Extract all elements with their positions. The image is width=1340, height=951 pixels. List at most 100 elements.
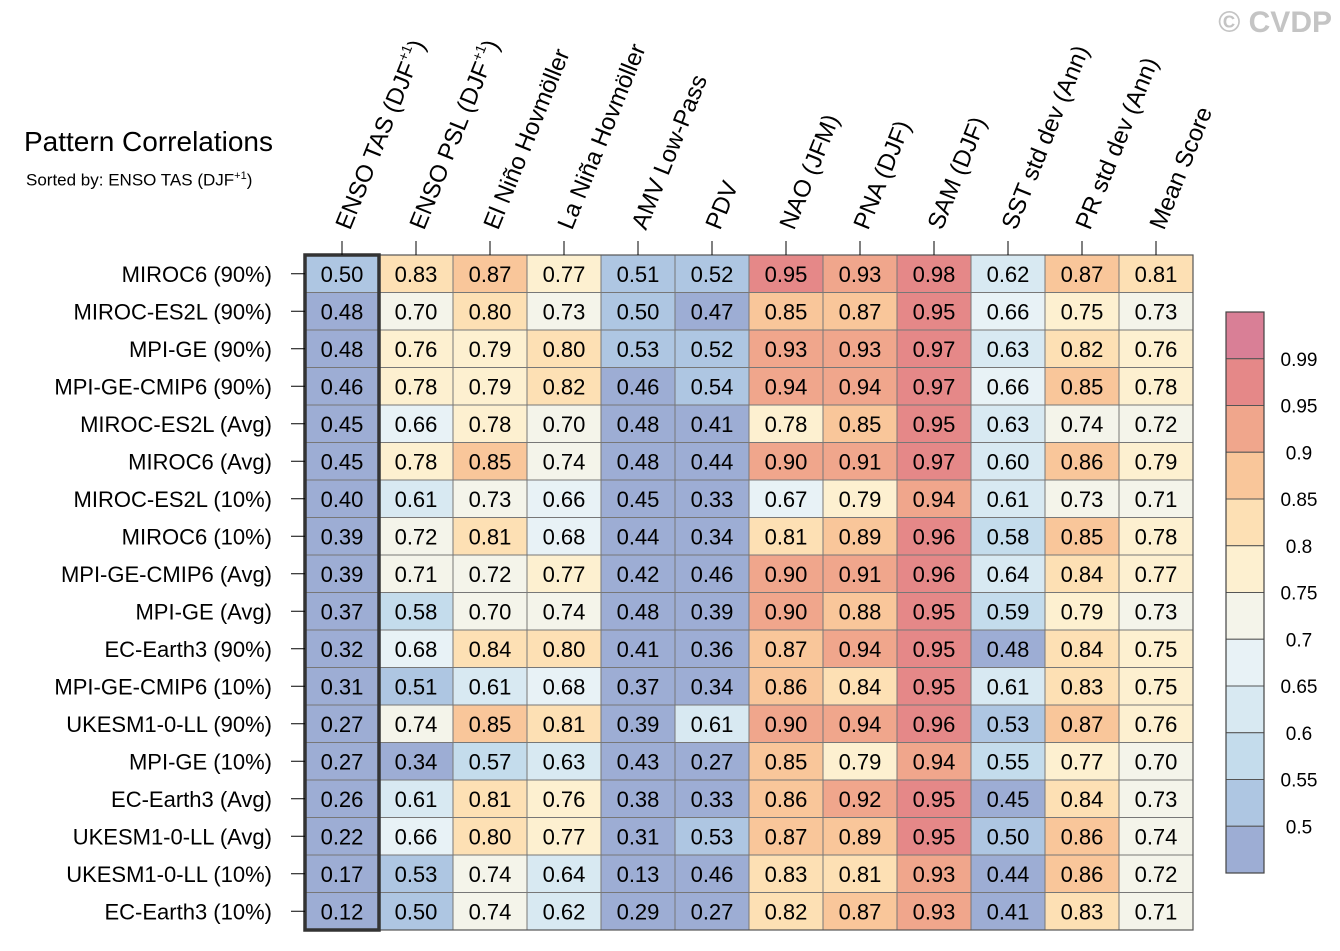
cell-value-label: 0.79: [469, 374, 512, 399]
colorbar-tick-label: 0.5: [1286, 817, 1312, 838]
heatmap-cell: [452, 892, 528, 931]
cell-value-label: 0.62: [987, 262, 1030, 287]
colorbar-tick-label: 0.9: [1286, 443, 1312, 464]
cell-value-label: 0.13: [617, 862, 660, 887]
colorbar-segment: [1225, 405, 1265, 453]
heatmap-cell: [674, 742, 750, 781]
cell-value-label: 0.55: [987, 749, 1030, 774]
cell-value-label: 0.86: [1061, 824, 1104, 849]
cell-value-label: 0.76: [543, 787, 586, 812]
heatmap-cell: [674, 854, 750, 893]
cell-value-label: 0.90: [765, 449, 808, 474]
heatmap-cell: [378, 404, 454, 443]
cell-value-label: 0.51: [617, 262, 660, 287]
cell-value-label: 0.93: [839, 337, 882, 362]
heatmap-cell: [452, 554, 528, 593]
heatmap-cell: [1044, 742, 1120, 781]
heatmap-cell: [1118, 329, 1194, 368]
row-label: EC-Earth3 (Avg): [111, 787, 272, 812]
cell-value-label: 0.94: [765, 374, 808, 399]
cell-value-label: 0.46: [691, 862, 734, 887]
row-label: MIROC6 (Avg): [128, 449, 272, 474]
cell-value-label: 0.86: [765, 674, 808, 699]
cell-value-label: 0.44: [987, 862, 1030, 887]
cell-value-label: 0.71: [1135, 487, 1178, 512]
heatmap-cell: [304, 329, 380, 368]
heatmap-cell: [748, 854, 824, 893]
subtitle-superscript: +1: [234, 170, 247, 182]
cell-value-label: 0.63: [987, 337, 1030, 362]
heatmap-cell: [1044, 517, 1120, 556]
cell-value-label: 0.41: [987, 899, 1030, 924]
cell-value-label: 0.81: [839, 862, 882, 887]
cell-value-label: 0.78: [395, 374, 438, 399]
cell-value-label: 0.79: [1135, 449, 1178, 474]
heatmap-cell: [452, 779, 528, 818]
cell-value-label: 0.71: [1135, 899, 1178, 924]
cell-value-label: 0.74: [469, 899, 512, 924]
heatmap-cell: [526, 292, 602, 331]
cell-value-label: 0.94: [839, 374, 882, 399]
cell-value-label: 0.85: [765, 749, 808, 774]
heatmap-cell: [674, 592, 750, 631]
heatmap-cell: [304, 742, 380, 781]
cell-value-label: 0.66: [543, 487, 586, 512]
heatmap-cell: [1118, 517, 1194, 556]
cell-value-label: 0.53: [691, 824, 734, 849]
cell-value-label: 0.46: [617, 374, 660, 399]
colorbar: 0.99 0.95 0.9 0.85 0.8 0.75 0.7 0.65 0.6 0.55 0.5: [1225, 311, 1318, 874]
cell-value-label: 0.82: [543, 374, 586, 399]
cell-value-label: 0.67: [765, 487, 808, 512]
cell-value-label: 0.94: [913, 487, 956, 512]
cell-value-label: 0.77: [1061, 749, 1104, 774]
subtitle-text: Sorted by: ENSO TAS (DJF: [26, 170, 235, 190]
subtitle-suffix: ): [246, 170, 253, 190]
cell-value-label: 0.76: [1135, 337, 1178, 362]
heatmap-cell: [748, 892, 824, 931]
heatmap-cell: [674, 629, 750, 668]
cell-value-label: 0.84: [1061, 787, 1104, 812]
heatmap-cell: [1118, 629, 1194, 668]
heatmap-cell: [600, 817, 676, 856]
heatmap-cell: [378, 592, 454, 631]
cell-value-label: 0.53: [987, 712, 1030, 737]
cell-value-label: 0.44: [617, 524, 660, 549]
heatmap-cell: [1118, 742, 1194, 781]
cell-value-label: 0.93: [765, 337, 808, 362]
heatmap-cell: [1118, 442, 1194, 481]
cell-value-label: 0.48: [617, 599, 660, 624]
heatmap-cell: [748, 442, 824, 481]
row-label: MPI-GE (90%): [129, 337, 272, 362]
heatmap-cell: [452, 817, 528, 856]
heatmap-cell: [526, 329, 602, 368]
cell-value-label: 0.95: [913, 787, 956, 812]
cell-value-label: 0.71: [395, 562, 438, 587]
heatmap-cell: [452, 667, 528, 706]
cell-value-label: 0.39: [617, 712, 660, 737]
heatmap-cell: [378, 742, 454, 781]
heatmap-cell: [600, 442, 676, 481]
cell-value-label: 0.59: [987, 599, 1030, 624]
heatmap-cell: [1118, 292, 1194, 331]
cell-value-label: 0.61: [987, 487, 1030, 512]
heatmap-cell: [674, 329, 750, 368]
heatmap-cell: [378, 817, 454, 856]
cell-value-label: 0.74: [1061, 412, 1104, 437]
cell-value-label: 0.90: [765, 599, 808, 624]
cell-value-label: 0.48: [987, 637, 1030, 662]
heatmap-cell: [896, 629, 972, 668]
cell-value-label: 0.58: [987, 524, 1030, 549]
cell-value-label: 0.87: [765, 824, 808, 849]
cell-value-label: 0.57: [469, 749, 512, 774]
cell-value-label: 0.53: [395, 862, 438, 887]
column-label: AMV Low-Pass: [627, 71, 713, 233]
cell-value-label: 0.41: [617, 637, 660, 662]
cell-value-label: 0.77: [543, 824, 586, 849]
colorbar-tick-label: 0.85: [1281, 490, 1318, 511]
row-label: MPI-GE-CMIP6 (90%): [54, 374, 272, 399]
cell-value-label: 0.93: [913, 862, 956, 887]
heatmap-cell: [822, 704, 898, 743]
cell-value-label: 0.73: [469, 487, 512, 512]
heatmap-cell: [452, 404, 528, 443]
row-label: EC-Earth3 (10%): [104, 899, 272, 924]
